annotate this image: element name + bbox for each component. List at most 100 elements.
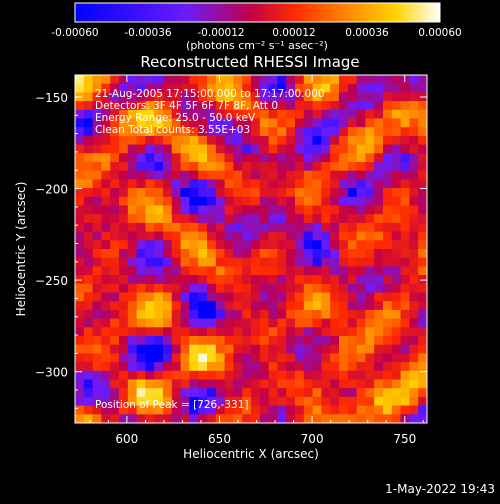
- heatmap-cell: [303, 75, 313, 84]
- heatmap-cell: [83, 109, 93, 119]
- heatmap-cell: [207, 170, 217, 180]
- heatmap-cell: [119, 75, 129, 84]
- heatmap-cell: [163, 301, 173, 311]
- heatmap-cell: [330, 301, 340, 311]
- heatmap-cell: [163, 214, 173, 224]
- heatmap-cell: [198, 240, 208, 250]
- heatmap-cell: [189, 188, 199, 198]
- heatmap-cell: [92, 240, 102, 250]
- heatmap-cell: [83, 231, 93, 241]
- heatmap-cell: [127, 327, 137, 337]
- heatmap-cell: [409, 362, 419, 372]
- heatmap-cell: [171, 205, 181, 215]
- heatmap-cell: [101, 135, 111, 145]
- heatmap-cell: [374, 414, 384, 424]
- heatmap-cell: [75, 344, 85, 354]
- heatmap-cell: [119, 292, 129, 302]
- heatmap-cell: [286, 292, 296, 302]
- heatmap-cell: [277, 249, 287, 258]
- heatmap-cell: [163, 379, 173, 389]
- heatmap-cell: [312, 75, 322, 84]
- heatmap-cell: [83, 249, 93, 258]
- heatmap-cell: [154, 318, 164, 328]
- heatmap-cell: [163, 101, 173, 111]
- heatmap-cell: [277, 379, 287, 389]
- heatmap-cell: [383, 257, 393, 267]
- heatmap-cell: [154, 231, 164, 241]
- heatmap-cell: [224, 188, 234, 198]
- heatmap-cell: [409, 266, 419, 276]
- heatmap-cell: [119, 205, 129, 215]
- heatmap-cell: [189, 370, 199, 380]
- heatmap-cell: [92, 153, 102, 163]
- heatmap-cell: [163, 292, 173, 302]
- heatmap-cell: [92, 92, 102, 102]
- heatmap-cell: [286, 318, 296, 328]
- heatmap-cell: [233, 83, 243, 93]
- heatmap-cell: [75, 170, 85, 180]
- heatmap-cell: [83, 153, 93, 163]
- heatmap-cell: [295, 353, 305, 363]
- heatmap-cell: [145, 396, 155, 406]
- heatmap-cell: [295, 83, 305, 93]
- heatmap-cell: [189, 292, 199, 302]
- heatmap-cell: [312, 214, 322, 224]
- heatmap-cell: [101, 188, 111, 198]
- heatmap-cell: [242, 327, 252, 337]
- heatmap-cell: [136, 170, 146, 180]
- heatmap-cell: [224, 353, 234, 363]
- heatmap-cell: [127, 379, 137, 389]
- heatmap-cell: [356, 353, 366, 363]
- heatmap-cell: [286, 231, 296, 241]
- heatmap-cell: [374, 188, 384, 198]
- heatmap-cell: [339, 240, 349, 250]
- heatmap-cell: [83, 257, 93, 267]
- heatmap-cell: [251, 162, 261, 171]
- heatmap-cell: [400, 179, 410, 189]
- heatmap-cell: [321, 231, 331, 241]
- heatmap-cell: [295, 92, 305, 102]
- heatmap-cell: [83, 170, 93, 180]
- heatmap-cell: [268, 379, 278, 389]
- heatmap-cell: [83, 144, 93, 154]
- heatmap-cell: [189, 275, 199, 285]
- heatmap-cell: [339, 222, 349, 232]
- heatmap-cell: [312, 196, 322, 206]
- heatmap-cell: [233, 101, 243, 111]
- heatmap-cell: [110, 127, 120, 137]
- heatmap-cell: [145, 336, 155, 345]
- heatmap-cell: [418, 83, 428, 93]
- heatmap-cell: [92, 370, 102, 380]
- heatmap-cell: [233, 414, 243, 424]
- heatmap-cell: [119, 222, 129, 232]
- heatmap-cell: [277, 353, 287, 363]
- heatmap-cell: [83, 388, 93, 398]
- heatmap-cell: [339, 257, 349, 267]
- heatmap-cell: [75, 396, 85, 406]
- heatmap-cell: [356, 379, 366, 389]
- heatmap-cell: [391, 275, 401, 285]
- heatmap-cell: [233, 222, 243, 232]
- heatmap-cell: [391, 214, 401, 224]
- heatmap-cell: [145, 101, 155, 111]
- heatmap-cell: [339, 205, 349, 215]
- heatmap-cell: [110, 109, 120, 119]
- heatmap-cell: [119, 405, 129, 415]
- heatmap-cell: [251, 388, 261, 398]
- heatmap-cell: [163, 344, 173, 354]
- heatmap-cell: [171, 222, 181, 232]
- heatmap-cell: [154, 101, 164, 111]
- heatmap-cell: [136, 327, 146, 337]
- heatmap-cell: [242, 266, 252, 276]
- heatmap-cell: [189, 396, 199, 406]
- heatmap-cell: [75, 83, 85, 93]
- heatmap-cell: [110, 135, 120, 145]
- heatmap-cell: [418, 170, 428, 180]
- heatmap-cell: [233, 388, 243, 398]
- heatmap-cell: [321, 179, 331, 189]
- heatmap-cell: [207, 196, 217, 206]
- heatmap-cell: [189, 414, 199, 424]
- heatmap-cell: [101, 301, 111, 311]
- heatmap-cell: [110, 353, 120, 363]
- heatmap-cell: [321, 301, 331, 311]
